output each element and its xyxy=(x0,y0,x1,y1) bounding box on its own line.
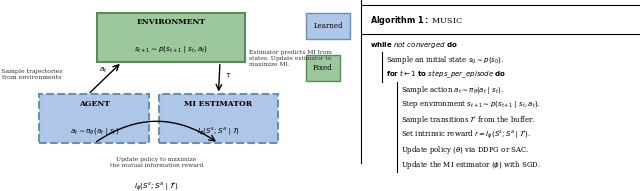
Text: Set intrinsic reward $r = I_\phi(S^s; S^a \mid \mathcal{T}')$.: Set intrinsic reward $r = I_\phi(S^s; S^… xyxy=(401,128,531,141)
FancyBboxPatch shape xyxy=(39,94,150,143)
Text: Update policy $(\theta)$ via DDPG or SAC.: Update policy $(\theta)$ via DDPG or SAC… xyxy=(401,144,529,155)
Text: Fixed: Fixed xyxy=(313,64,333,72)
FancyBboxPatch shape xyxy=(97,13,244,62)
Text: Step environment $s_{t+1} \sim p(s_{t+1} \mid s_t, a_t)$.: Step environment $s_{t+1} \sim p(s_{t+1}… xyxy=(401,99,540,110)
Text: Estimator predicts MI from
states. Update estimator to
maximize MI.: Estimator predicts MI from states. Updat… xyxy=(250,50,332,67)
Text: $\mathbf{while}$ $\mathit{not\ converged}$ $\mathbf{do}$: $\mathbf{while}$ $\mathit{not\ converged… xyxy=(370,39,458,50)
FancyBboxPatch shape xyxy=(159,94,278,143)
Text: $I_\phi(S^s; S^a \mid \mathcal{T})$: $I_\phi(S^s; S^a \mid \mathcal{T})$ xyxy=(197,126,240,138)
Text: $a_t$: $a_t$ xyxy=(99,65,108,74)
Text: AGENT: AGENT xyxy=(79,100,110,108)
Text: MI ESTIMATOR: MI ESTIMATOR xyxy=(184,100,253,108)
FancyBboxPatch shape xyxy=(306,13,350,39)
Text: $\tau$: $\tau$ xyxy=(225,71,231,79)
Text: Sample action $a_t \sim \pi_\theta(a_t \mid s_t)$.: Sample action $a_t \sim \pi_\theta(a_t \… xyxy=(401,84,504,96)
Text: $a_t \sim \pi_\theta(a_t \mid s_t)$: $a_t \sim \pi_\theta(a_t \mid s_t)$ xyxy=(70,126,119,137)
Text: Update policy to maximize
the mutual information reward: Update policy to maximize the mutual inf… xyxy=(109,157,203,168)
Text: Sample trajectories
from environments: Sample trajectories from environments xyxy=(1,70,63,80)
Text: $I_\phi(S^s; S^a \mid \mathcal{T}')$: $I_\phi(S^s; S^a \mid \mathcal{T}')$ xyxy=(134,181,179,191)
Text: Sample an initial state $s_0 \sim p(s_0)$.: Sample an initial state $s_0 \sim p(s_0)… xyxy=(385,54,504,66)
Text: $\mathbf{for}$ $t \leftarrow 1$ $\mathbf{to}$ $\mathit{steps\_per\_episode}$ $\m: $\mathbf{for}$ $t \leftarrow 1$ $\mathbf… xyxy=(385,69,506,80)
FancyBboxPatch shape xyxy=(306,55,340,81)
Text: ENVIRONMENT: ENVIRONMENT xyxy=(136,18,205,26)
Text: Learned: Learned xyxy=(313,22,342,30)
Text: Update the MI estimator $(\phi)$ with SGD.: Update the MI estimator $(\phi)$ with SG… xyxy=(401,159,541,171)
Text: $s_{t+1} \sim p(s_{t+1} \mid s_t, a_t)$: $s_{t+1} \sim p(s_{t+1} \mid s_t, a_t)$ xyxy=(134,44,208,55)
Text: Sample transitions $\mathcal{T}'$ from the buffer.: Sample transitions $\mathcal{T}'$ from t… xyxy=(401,114,535,126)
Text: $\mathbf{Algorithm\ 1:}$ MUSIC: $\mathbf{Algorithm\ 1:}$ MUSIC xyxy=(370,14,463,27)
